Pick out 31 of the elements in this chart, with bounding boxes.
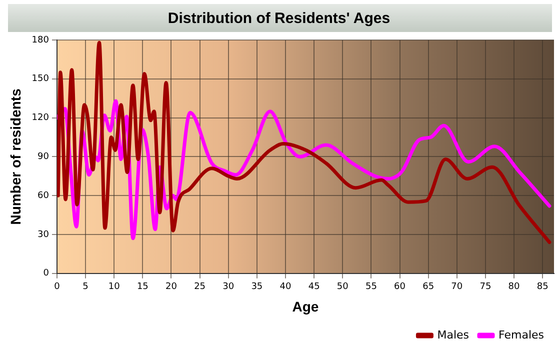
y-tick-label: 180 [32,35,50,46]
x-tick-label: 15 [136,282,148,292]
y-tick-label: 0 [43,268,50,279]
x-tick-label: 80 [508,282,520,292]
x-tick-label: 25 [194,282,206,292]
x-tick-label: 20 [166,282,178,292]
x-tick-label: 55 [365,282,377,292]
x-tick-label: 75 [480,282,492,292]
x-tick-label: 85 [536,282,548,292]
y-tick-label: 150 [32,74,50,84]
x-tick-label: 60 [394,282,406,292]
x-tick-label: 50 [336,282,349,292]
y-tick-label: 30 [38,230,50,240]
x-tick-label: 45 [308,282,320,292]
x-tick-label: 5 [82,282,88,292]
line-series [56,40,552,244]
y-tick-label: 90 [38,152,50,162]
x-tick-label: 65 [422,282,434,292]
x-tick-label: 40 [280,282,292,292]
chart-title: Distribution of Residents' Ages [168,10,390,28]
y-tick-label: 60 [38,190,50,201]
x-tick-label: 35 [251,282,263,292]
x-tick-label: 10 [108,282,120,292]
x-tick-label: 70 [451,282,463,292]
y-axis-title: Number of residents [7,88,24,225]
y-tick-label: 120 [32,113,50,124]
x-tick-label: 30 [222,282,234,292]
x-axis-title: Age [292,298,319,314]
legend-label: Females [498,328,544,342]
x-tick-label: 0 [54,282,60,292]
legend-label: Males [437,328,470,342]
